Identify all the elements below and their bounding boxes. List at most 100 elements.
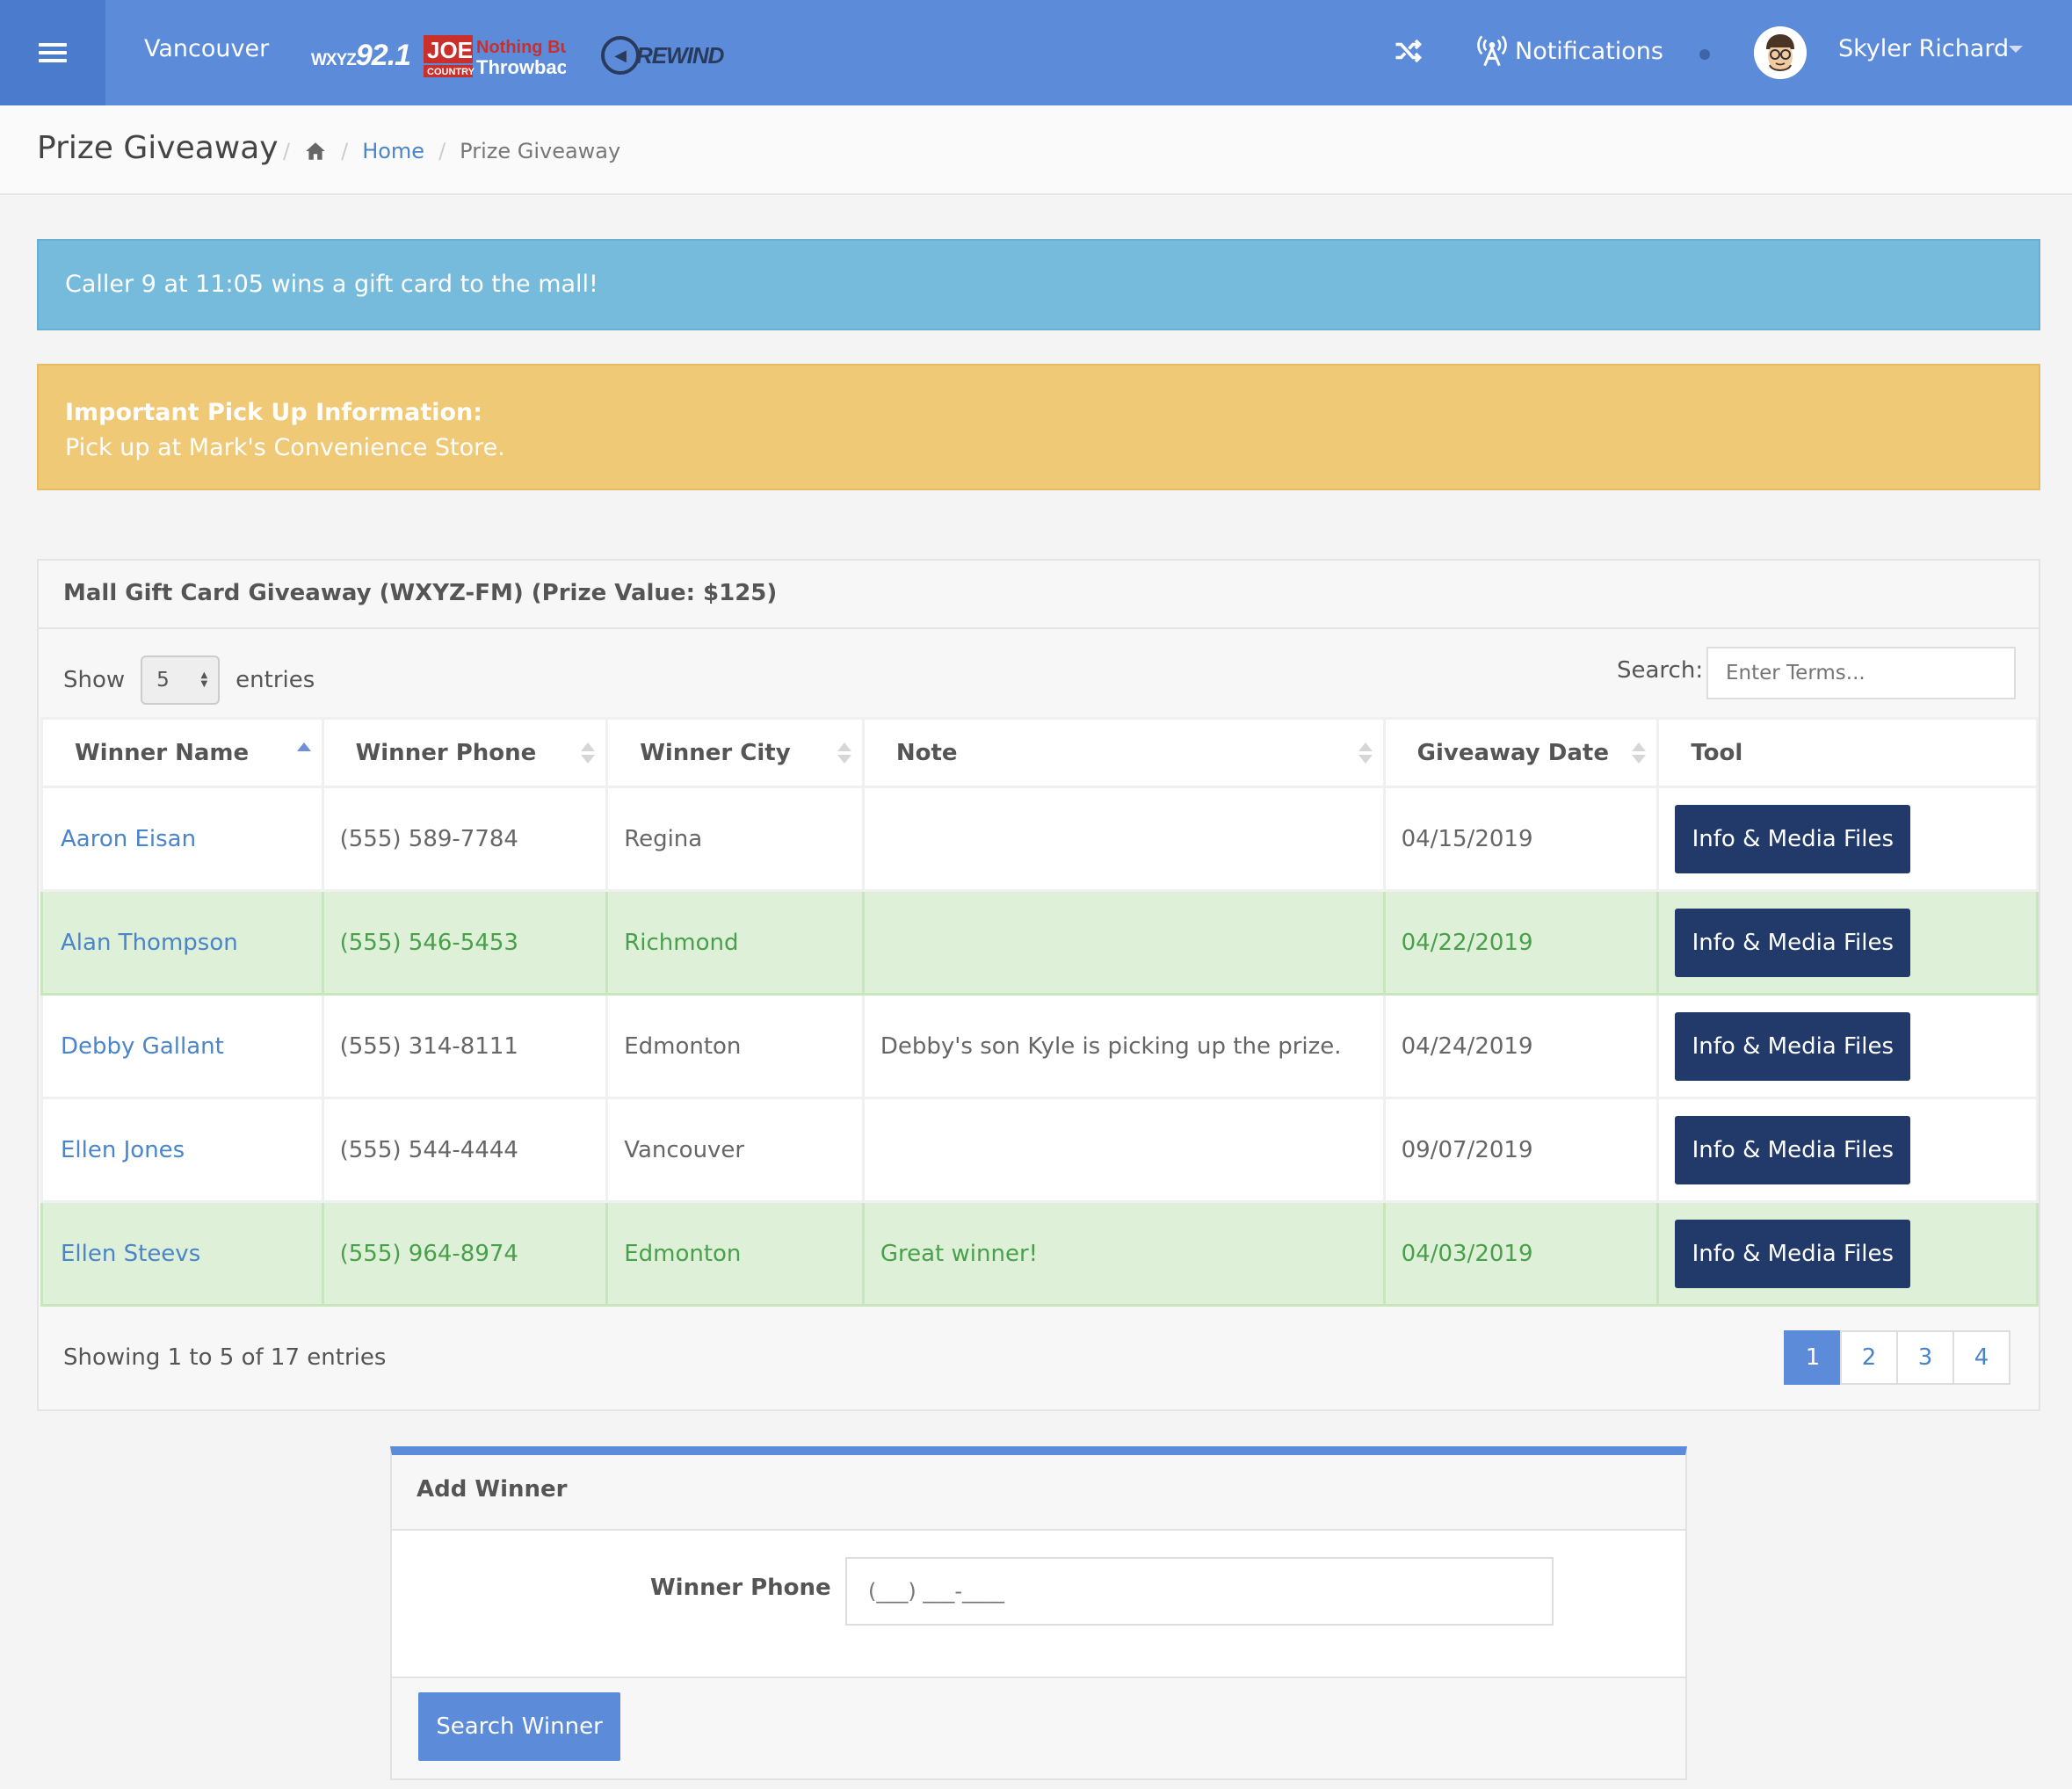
add-winner-title: Add Winner <box>392 1455 1685 1531</box>
winner-note <box>861 889 1386 996</box>
joe-logo-graphic: JOE COUNTRY Nothing But Throwbacks <box>424 35 589 78</box>
info-media-files-button[interactable]: Info & Media Files <box>1675 1219 1911 1288</box>
column-header-label: Winner Name <box>75 739 250 766</box>
avatar[interactable] <box>1754 26 1807 79</box>
column-header-winner-name[interactable]: Winner Name <box>40 717 324 788</box>
tool-cell: Info & Media Files <box>1656 993 2039 1099</box>
show-label: Show <box>63 667 126 693</box>
station-logo-wxyz[interactable]: WXYZ92.1 <box>311 39 411 73</box>
breadcrumb-separator: / <box>438 139 446 163</box>
giveaway-date: 09/07/2019 <box>1382 1097 1660 1203</box>
column-header-winner-phone[interactable]: Winner Phone <box>321 717 609 788</box>
winner-name-link[interactable]: Aaron Eisan <box>40 786 324 892</box>
table-row: Ellen Steevs (555) 964-8974 Edmonton Gre… <box>40 1200 2039 1307</box>
winner-phone: (555) 589-7784 <box>321 786 609 892</box>
page-button-3[interactable]: 3 <box>1896 1330 1954 1385</box>
winner-name-link[interactable]: Alan Thompson <box>40 889 324 996</box>
winner-phone: (555) 964-8974 <box>321 1200 609 1307</box>
page-title: Prize Giveaway <box>37 130 279 166</box>
svg-text:Throwbacks: Throwbacks <box>476 56 566 78</box>
page-size-value: 5 <box>156 669 170 692</box>
winner-phone: (555) 314-8111 <box>321 993 609 1099</box>
winner-city: Edmonton <box>605 1200 865 1307</box>
sort-icon <box>581 742 596 764</box>
svg-text:COUNTRY: COUNTRY <box>427 67 475 77</box>
winner-name-link[interactable]: Debby Gallant <box>40 993 324 1099</box>
winner-name-link[interactable]: Ellen Jones <box>40 1097 324 1203</box>
add-winner-form: Winner Phone <box>392 1531 1685 1678</box>
table-row: Debby Gallant (555) 314-8111 Edmonton De… <box>40 993 2039 1099</box>
page-size-select[interactable]: 5 ▲ ▼ <box>141 655 221 705</box>
column-header-tool: Tool <box>1656 717 2039 788</box>
station-logo-rewind-text: REWIND <box>636 41 724 69</box>
breadcrumb-home-link[interactable]: Home <box>362 139 425 163</box>
pagination: 1 2 3 4 <box>1784 1330 2010 1385</box>
sort-icon <box>837 742 851 764</box>
table-header-row: Winner Name Winner Phone Winner City Not… <box>40 717 2039 788</box>
pickup-alert: Important Pick Up Information: Pick up a… <box>37 364 2040 490</box>
table-row: Ellen Jones (555) 544-4444 Vancouver 09/… <box>40 1097 2039 1203</box>
tool-cell: Info & Media Files <box>1656 1097 2039 1203</box>
top-navbar: Vancouver WXYZ92.1 JOE COUNTRY Nothing B… <box>0 0 2072 105</box>
giveaway-date: 04/22/2019 <box>1382 889 1660 996</box>
user-menu[interactable]: Skyler Richard <box>1838 35 2010 62</box>
menu-icon <box>39 39 67 67</box>
giveaway-date: 04/15/2019 <box>1382 786 1660 892</box>
page-button-2[interactable]: 2 <box>1840 1330 1898 1385</box>
home-icon[interactable] <box>304 140 327 163</box>
station-logo-rewind[interactable]: ◀ REWIND <box>601 35 724 76</box>
page-button-1[interactable]: 1 <box>1784 1330 1842 1385</box>
svg-text:JOE: JOE <box>427 37 473 63</box>
winner-name-link[interactable]: Ellen Steevs <box>40 1200 324 1307</box>
menu-toggle-button[interactable] <box>0 0 105 105</box>
info-media-files-button[interactable]: Info & Media Files <box>1675 1115 1911 1184</box>
search-input[interactable] <box>1706 647 2016 699</box>
station-logo-joe[interactable]: JOE COUNTRY Nothing But Throwbacks <box>424 33 589 79</box>
notifications-label: Notifications <box>1515 37 1663 65</box>
winner-city: Richmond <box>605 889 865 996</box>
rewind-icon: ◀ <box>601 36 640 75</box>
avatar-face <box>1754 26 1807 79</box>
antenna-icon <box>1477 35 1507 67</box>
giveaway-date: 04/24/2019 <box>1382 993 1660 1099</box>
info-media-files-button[interactable]: Info & Media Files <box>1675 1011 1911 1081</box>
column-header-note[interactable]: Note <box>861 717 1386 788</box>
column-header-winner-city[interactable]: Winner City <box>605 717 865 788</box>
pickup-alert-title: Important Pick Up Information: <box>65 399 483 426</box>
breadcrumb-current: Prize Giveaway <box>460 139 621 163</box>
giveaway-date: 04/03/2019 <box>1382 1200 1660 1307</box>
winner-phone: (555) 544-4444 <box>321 1097 609 1203</box>
column-header-label: Winner Phone <box>355 739 537 766</box>
status-dot <box>1699 49 1710 60</box>
breadcrumb-separator: / <box>283 139 291 163</box>
winner-city: Edmonton <box>605 993 865 1099</box>
caret-down-icon[interactable] <box>2009 46 2023 53</box>
search-winner-button[interactable]: Search Winner <box>418 1692 620 1761</box>
info-media-files-button[interactable]: Info & Media Files <box>1675 804 1911 873</box>
info-media-files-button[interactable]: Info & Media Files <box>1675 908 1911 977</box>
column-header-giveaway-date[interactable]: Giveaway Date <box>1382 717 1660 788</box>
sort-icon <box>1632 742 1647 764</box>
breadcrumb-separator: / <box>341 139 349 163</box>
winner-phone-input[interactable] <box>845 1557 1554 1626</box>
page-button-4[interactable]: 4 <box>1952 1330 2010 1385</box>
sort-asc-icon <box>296 742 311 764</box>
notifications-button[interactable]: Notifications <box>1474 33 1663 69</box>
select-arrows-icon: ▲ ▼ <box>200 670 208 689</box>
location-selector[interactable]: Vancouver <box>144 35 270 62</box>
tool-cell: Info & Media Files <box>1656 1200 2039 1307</box>
column-header-label: Winner City <box>640 739 791 766</box>
search-label: Search: <box>1617 657 1704 684</box>
info-alert-text: Caller 9 at 11:05 wins a gift card to th… <box>65 271 598 298</box>
winner-note: Debby's son Kyle is picking up the prize… <box>861 993 1386 1099</box>
sort-icon <box>1358 742 1373 764</box>
column-header-label: Note <box>895 739 958 766</box>
winner-phone-label: Winner Phone <box>650 1575 831 1601</box>
winner-phone: (555) 546-5453 <box>321 889 609 996</box>
breadcrumb: / / Home / Prize Giveaway <box>269 139 620 163</box>
winner-note: Great winner! <box>861 1200 1386 1307</box>
shuffle-icon[interactable] <box>1392 35 1424 67</box>
entries-label: entries <box>235 667 315 693</box>
winners-table: Winner Name Winner Phone Winner City Not… <box>40 717 2039 1307</box>
giveaway-panel: Mall Gift Card Giveaway (WXYZ-FM) (Prize… <box>37 559 2040 1411</box>
